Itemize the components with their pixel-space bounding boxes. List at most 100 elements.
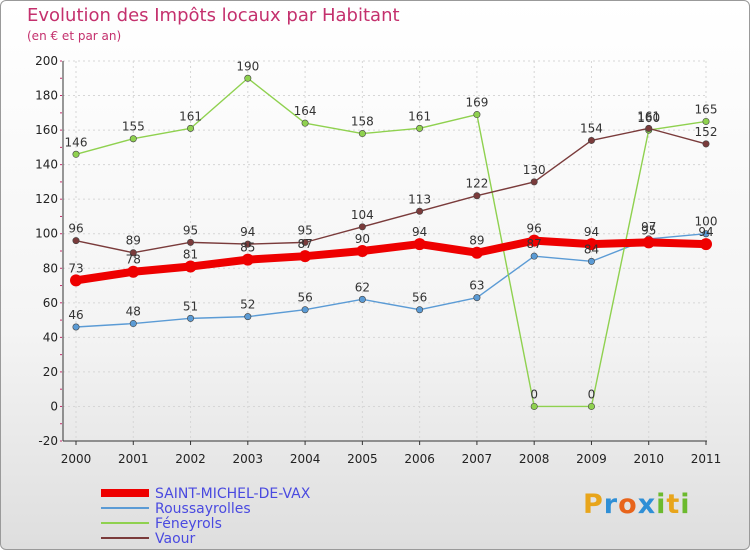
data-label: 63 (469, 279, 484, 293)
axes: -20 0 20 40 60 80 100 120 140 160 180 200 2000 2001 20… (35, 54, 721, 466)
data-label: 89 (126, 234, 141, 248)
data-label: 62 (355, 280, 370, 294)
data-label: 73 (68, 261, 83, 275)
data-label: 161 (637, 109, 660, 123)
proxiti-logo: Proxiti (583, 489, 691, 520)
data-label: 165 (695, 102, 718, 116)
data-point (528, 234, 541, 247)
data-point (72, 150, 80, 158)
data-point (473, 111, 481, 119)
data-label: 51 (183, 299, 198, 313)
data-label: 190 (236, 59, 259, 73)
data-label: 164 (294, 104, 317, 118)
data-label: 130 (523, 163, 546, 177)
data-point (70, 274, 82, 287)
data-point (244, 313, 252, 321)
data-point (356, 245, 369, 257)
y-tick-label: -20 (38, 434, 58, 448)
data-point (416, 124, 424, 132)
data-point (702, 117, 710, 125)
data-label: 52 (240, 298, 255, 312)
y-tick-label: 0 (50, 399, 58, 413)
data-point (72, 323, 80, 331)
x-tick-label: 2001 (118, 452, 149, 466)
logo-letter: i (656, 489, 667, 520)
x-tick-label: 2003 (233, 452, 264, 466)
data-label: 94 (584, 225, 599, 239)
logo-letter: P (583, 489, 604, 520)
data-point (187, 314, 195, 322)
chart-subtitle: (en € et par an) (27, 29, 122, 43)
data-point (530, 178, 538, 186)
data-label: 78 (126, 253, 141, 267)
x-tick-label: 2009 (576, 452, 607, 466)
x-tick-label: 2004 (290, 452, 321, 466)
series-line-f-neyrols (75, 77, 707, 408)
data-point (702, 230, 710, 238)
data-point (358, 223, 366, 231)
data-label: 96 (68, 222, 83, 236)
data-point (702, 140, 710, 148)
data-point (72, 237, 80, 245)
data-label: 48 (126, 305, 141, 319)
data-point (645, 124, 653, 132)
data-point (187, 124, 195, 132)
data-point (129, 320, 137, 328)
series-lines (70, 74, 712, 410)
x-tick-label: 2007 (462, 452, 493, 466)
y-tick-label: 40 (43, 330, 58, 344)
data-point (301, 306, 309, 314)
data-label: 154 (580, 121, 603, 135)
x-tick-label: 2000 (61, 452, 92, 466)
logo-letter: i (680, 489, 691, 520)
chart-title: Evolution des Impôts locaux par Habitant (27, 5, 400, 26)
legend-label: Roussayrolles (155, 501, 251, 517)
y-tick-label: 60 (43, 296, 58, 310)
y-tick-label: 180 (35, 89, 58, 103)
data-point (700, 238, 712, 251)
data-label: 161 (179, 109, 202, 123)
data-label: 169 (465, 96, 488, 110)
data-point (530, 402, 538, 410)
data-label: 87 (527, 237, 542, 251)
data-label: 84 (584, 242, 599, 256)
data-label: 155 (122, 120, 145, 134)
data-label: 0 (588, 387, 596, 401)
data-label: 122 (465, 177, 488, 191)
data-point (358, 130, 366, 138)
legend: SAINT-MICHEL-DE-VAXRoussayrollesFéneyrol… (101, 486, 311, 547)
data-point (470, 246, 483, 259)
data-label: 46 (68, 308, 83, 322)
data-label: 95 (641, 223, 656, 237)
data-labels: 73 78 81 85 87 90 94 89 96 94 95 94 46 48 51 52 56 62 56 63… (65, 59, 718, 401)
x-tick-label: 2010 (633, 452, 664, 466)
data-point (530, 252, 538, 260)
data-point (244, 74, 252, 82)
data-point (299, 250, 312, 263)
grid-lines (63, 60, 707, 442)
data-point (416, 306, 424, 314)
data-label: 85 (240, 241, 255, 255)
legend-label: Vaour (155, 531, 196, 547)
y-tick-label: 20 (43, 365, 58, 379)
x-tick-label: 2008 (519, 452, 550, 466)
data-label: 95 (297, 223, 312, 237)
data-label: 56 (412, 291, 427, 305)
data-point (129, 249, 137, 257)
series-line-roussayrolles (75, 233, 707, 328)
logo-letter: x (637, 489, 657, 520)
data-label: 94 (412, 225, 427, 239)
y-tick-label: 80 (43, 261, 58, 275)
y-tick-label: 140 (35, 158, 58, 172)
y-tick-label: 120 (35, 192, 58, 206)
series-line-saint-michel-de-vax (72, 236, 710, 285)
data-point (587, 257, 595, 265)
data-label: 152 (695, 125, 718, 139)
data-point (127, 265, 140, 278)
data-label: 104 (351, 208, 374, 222)
data-point (301, 119, 309, 127)
x-tick-label: 2006 (404, 452, 435, 466)
data-point (184, 260, 197, 273)
data-point (587, 402, 595, 410)
